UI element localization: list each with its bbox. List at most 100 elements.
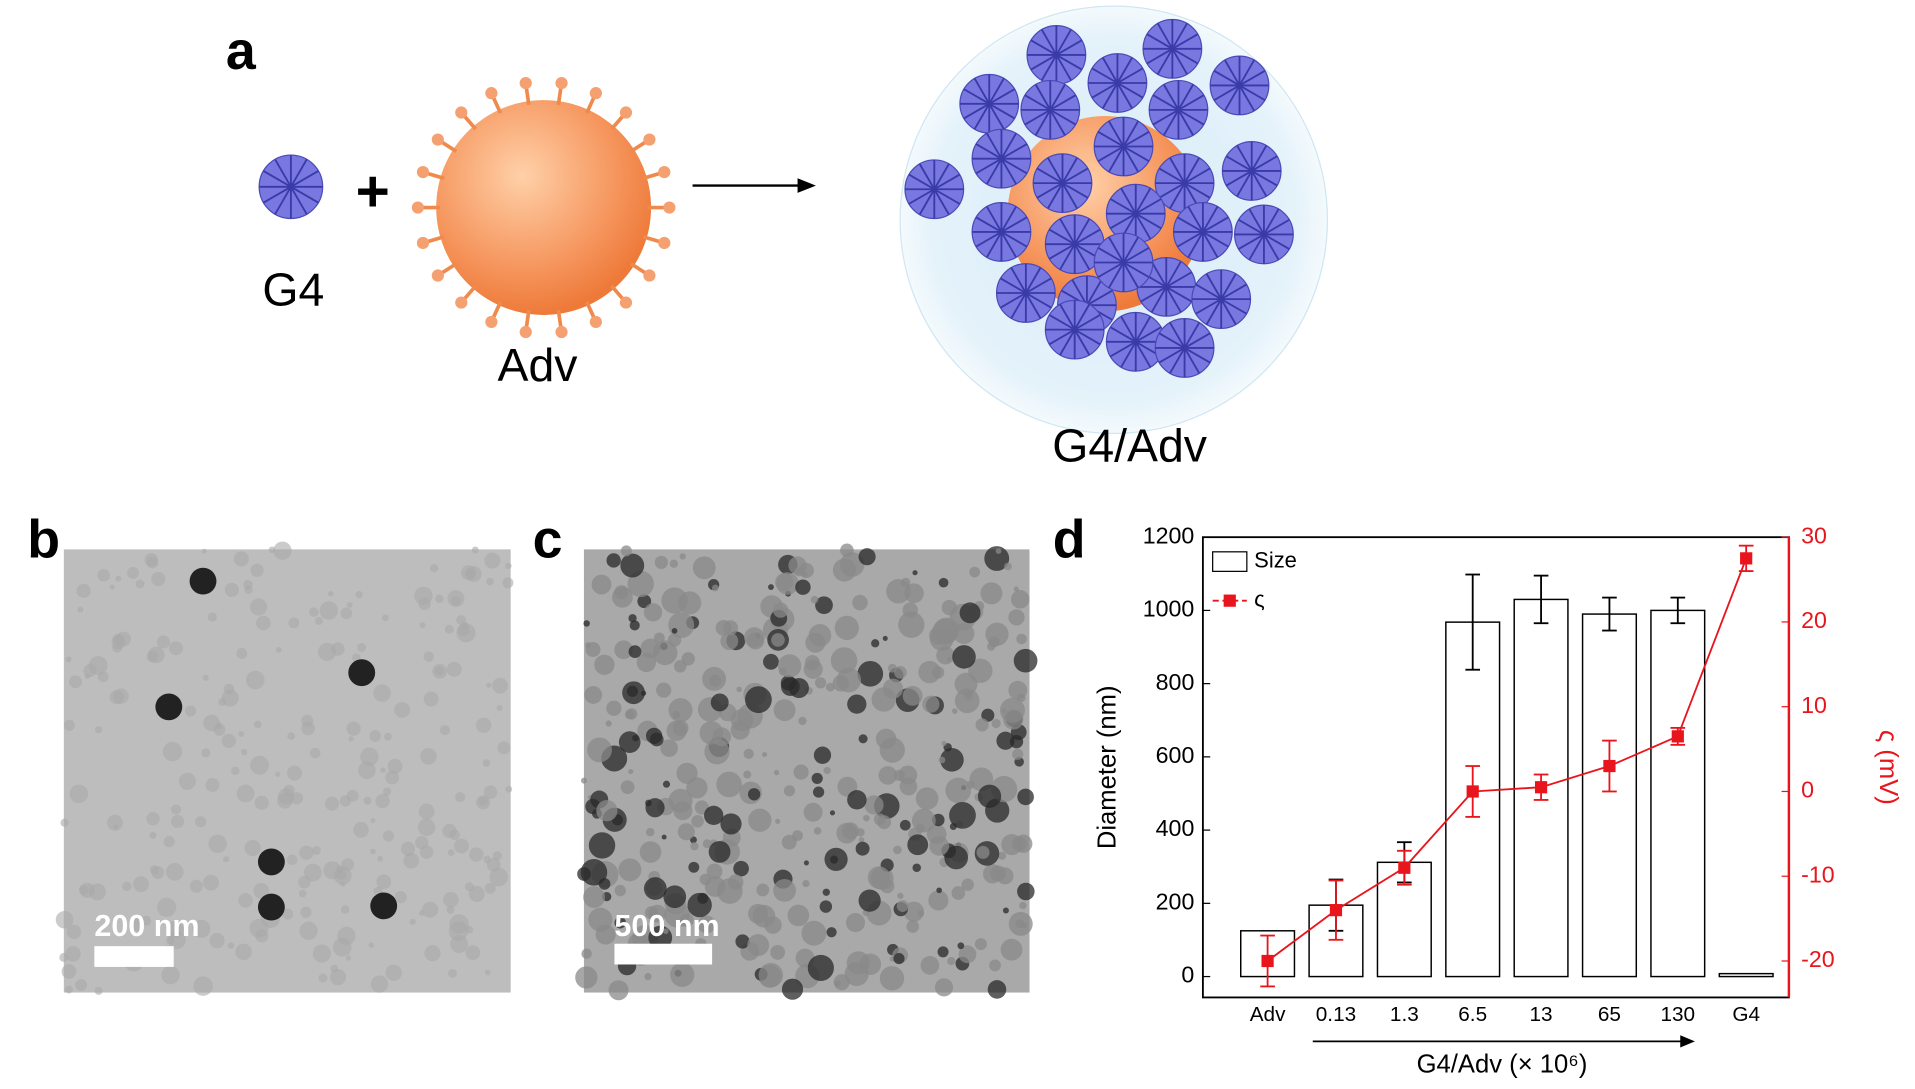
- marker: [1534, 781, 1548, 794]
- texture: [353, 822, 369, 838]
- dendrimer-branch: [1248, 233, 1265, 261]
- dendrimer-branch: [1123, 247, 1150, 264]
- texture: [149, 831, 157, 839]
- texture: [84, 673, 91, 679]
- spike-tip: [663, 201, 676, 214]
- y-tick-label: 400: [1156, 815, 1195, 841]
- texture: [288, 617, 300, 629]
- texture: [830, 647, 858, 674]
- texture: [699, 873, 712, 886]
- texture: [340, 881, 346, 887]
- dendrimer-branch: [1177, 231, 1204, 248]
- dendrimer-branch: [1263, 208, 1280, 235]
- texture: [236, 784, 255, 803]
- texture: [644, 973, 652, 981]
- dendrimer-branch: [933, 173, 961, 191]
- texture: [733, 860, 749, 877]
- dendrimer-branch: [1202, 206, 1219, 233]
- dendrimer-branch: [1225, 155, 1253, 172]
- texture: [268, 546, 276, 554]
- chart: 0 200 400 600 800 1000 1200 -20 -10 0 10 20 30 Diamet…: [1094, 522, 1902, 1078]
- texture: [583, 620, 590, 627]
- dendrimer-branch: [1158, 182, 1186, 199]
- dendrimer-branch: [988, 103, 1005, 130]
- texture: [75, 979, 88, 992]
- texture: [203, 874, 219, 891]
- y-tick-label: 0: [1181, 962, 1194, 988]
- texture: [772, 602, 789, 618]
- dendrimer-branch: [1195, 298, 1222, 315]
- texture: [253, 882, 270, 899]
- texture: [195, 816, 207, 828]
- texture: [958, 945, 977, 964]
- texture: [632, 734, 639, 742]
- dendrimer-branch: [1073, 218, 1091, 245]
- dendrimer-branch: [1135, 198, 1162, 215]
- dendrimer-branch: [1116, 67, 1144, 84]
- texture: [355, 590, 363, 599]
- texture: [648, 904, 667, 923]
- dendrimer-branch: [1150, 261, 1168, 288]
- texture: [620, 780, 635, 795]
- dendrimer-branch: [274, 158, 292, 188]
- dendrimer-branch: [1071, 279, 1088, 306]
- texture: [907, 834, 929, 856]
- dendrimer-branch: [918, 163, 936, 190]
- texture: [673, 801, 693, 821]
- texture: [873, 813, 886, 826]
- dendrimer-branch: [1171, 23, 1188, 50]
- texture: [628, 769, 634, 775]
- texture: [949, 802, 976, 829]
- dendrimer-branch: [1101, 82, 1119, 109]
- dendrimer-branch: [1123, 261, 1150, 278]
- texture: [65, 656, 72, 663]
- texture: [857, 660, 884, 687]
- texture: [430, 564, 439, 573]
- dendrimer-branch: [1109, 212, 1137, 230]
- dendrimer-branch: [1250, 170, 1268, 197]
- particle: [189, 567, 217, 595]
- texture: [76, 583, 91, 598]
- particle: [257, 848, 285, 876]
- texture: [875, 728, 897, 750]
- dendrimer-branch: [1135, 212, 1162, 230]
- texture: [671, 628, 678, 634]
- texture: [456, 615, 467, 626]
- texture: [625, 708, 638, 720]
- dendrimer-branch: [1169, 322, 1186, 349]
- texture: [640, 638, 661, 659]
- dendrimer-branch: [1000, 157, 1028, 175]
- texture: [55, 910, 74, 929]
- texture: [1017, 882, 1035, 901]
- texture: [863, 814, 870, 822]
- texture: [324, 796, 340, 811]
- texture: [896, 900, 909, 912]
- spike-tip: [658, 166, 671, 179]
- spike-tip: [643, 269, 656, 282]
- texture: [146, 811, 160, 826]
- dendrimer-branch: [1202, 231, 1219, 258]
- spike-tip: [431, 269, 444, 282]
- dendrimer-branch: [918, 188, 936, 216]
- spike-tip: [485, 87, 498, 100]
- dendrimer-branch: [1061, 182, 1078, 209]
- texture: [439, 725, 450, 736]
- texture: [606, 553, 621, 568]
- texture: [587, 737, 612, 763]
- texture: [690, 842, 699, 851]
- texture: [996, 731, 1015, 750]
- texture: [826, 682, 835, 692]
- spike-tip: [416, 236, 430, 250]
- dendrimer-branch: [1025, 292, 1042, 319]
- bar: [1650, 609, 1706, 978]
- texture: [168, 931, 186, 949]
- texture: [995, 548, 1002, 554]
- dendrimer-branch: [1236, 170, 1253, 197]
- texture: [385, 964, 402, 981]
- texture: [277, 793, 293, 809]
- scale-bar-label: 500 nm: [614, 909, 719, 943]
- texture: [858, 837, 865, 843]
- texture: [974, 938, 987, 951]
- dendrimer-branch: [1178, 94, 1205, 111]
- texture: [991, 718, 1001, 729]
